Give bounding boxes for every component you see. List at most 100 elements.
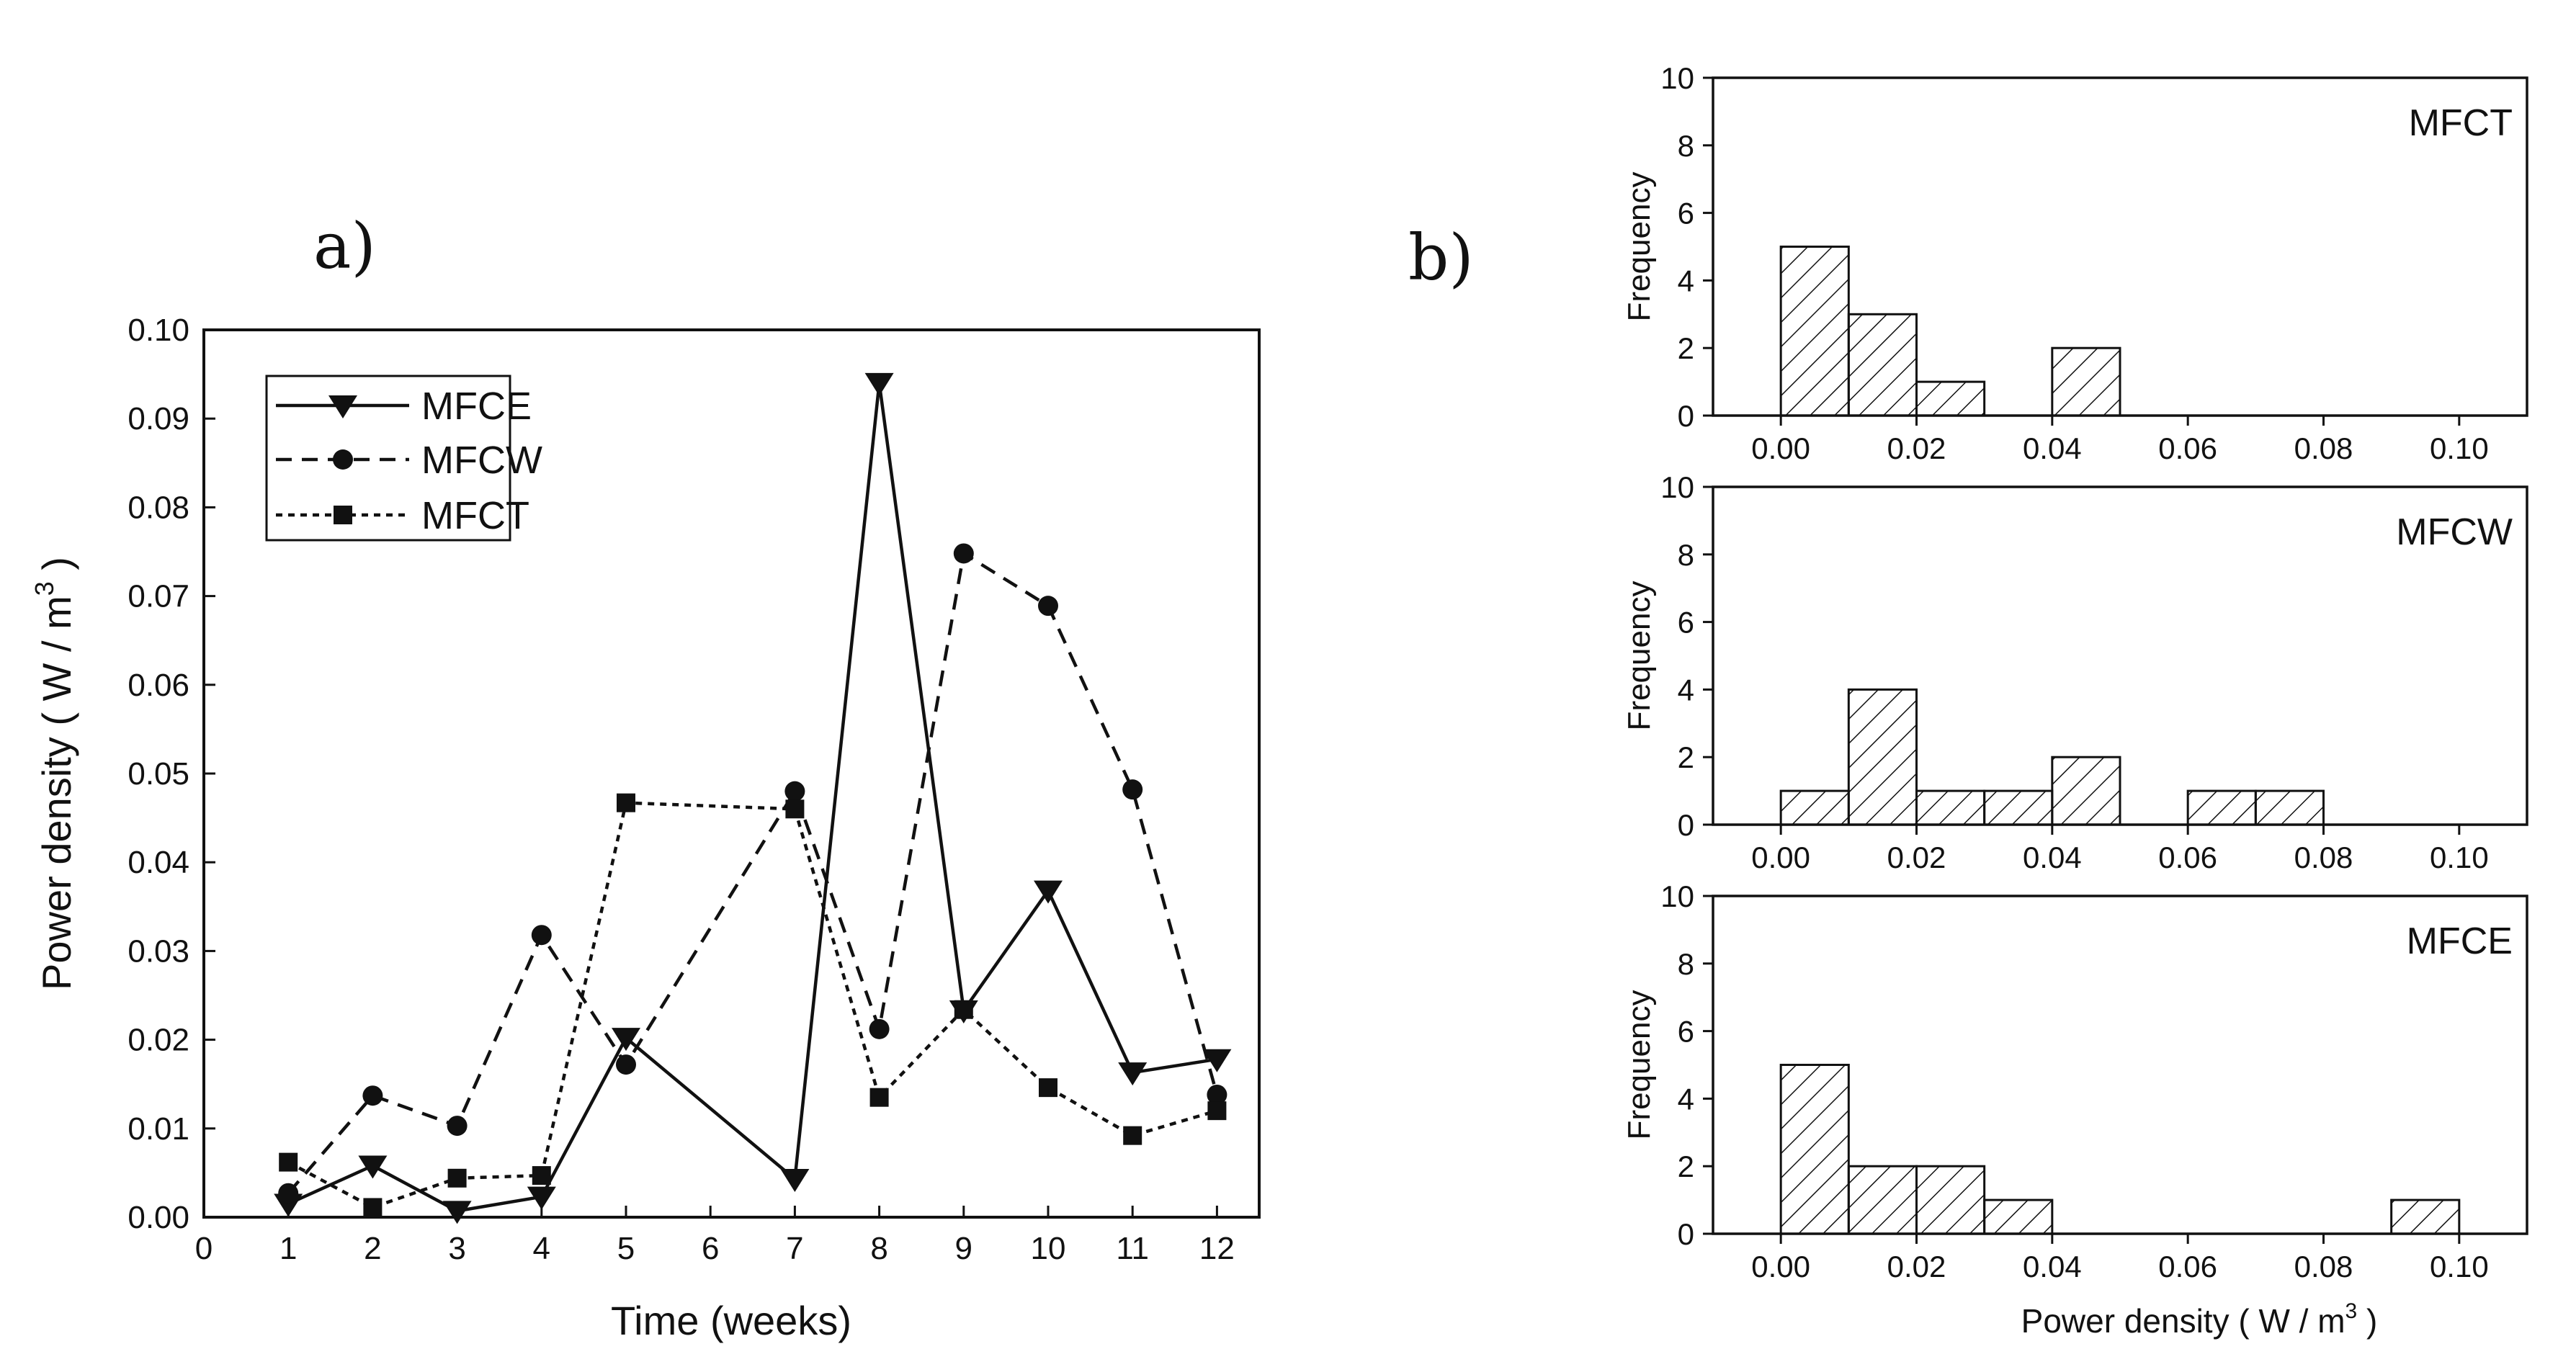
line-chart-x-tick-label: 8 [870,1231,887,1266]
data-point-mfcw [869,1018,890,1039]
histogram-y-tick-label: 4 [1678,1082,1694,1116]
histogram-y-axis-label: Frequency [1622,990,1657,1140]
histogram-title-mfct: MFCT [2409,102,2513,144]
line-chart-y-axis-label: Power density ( W / m3 ) [30,557,79,990]
data-point-mfce [864,372,894,396]
histogram-frame-mfce [1712,895,2528,1235]
data-point-mfcw [784,781,805,802]
line-chart-y-tick-label: 0.08 [128,490,189,525]
line-chart-x-tick-label: 1 [279,1231,297,1266]
histogram-y-tick-label: 8 [1678,129,1694,163]
histogram-y-axis-label: Frequency [1622,172,1657,322]
line-chart-y-tick-label: 0.02 [128,1023,189,1058]
histogram-bar-mfcw [2186,789,2257,826]
data-point-mfce [1202,1049,1232,1072]
line-chart-y-tick-label: 0.01 [128,1111,189,1147]
line-chart-x-tick-label: 0 [195,1231,213,1266]
data-point-mfcw [1038,596,1058,617]
histogram-bar-mfcw [1915,789,1986,826]
data-point-mfcw [531,925,552,946]
histogram-bar-mfce [1983,1198,2054,1235]
histogram-x-tick-label: 0.08 [2294,1250,2353,1283]
data-point-mfct [363,1198,383,1217]
histogram-x-tick-label: 0.06 [2158,841,2217,874]
histogram-y-tick-label: 6 [1678,606,1694,640]
line-chart-x-tick-label: 5 [617,1231,635,1266]
data-point-mfct [869,1088,889,1107]
histogram-title-mfce: MFCE [2407,920,2513,962]
histogram-x-axis-label: Power density ( W / m3 ) [2021,1299,2378,1340]
histogram-bar-mfce [2390,1198,2461,1235]
series-line-mfcw [287,552,1219,1195]
data-point-mfct [1039,1078,1057,1098]
histogram-x-tick-label: 0.10 [2430,841,2489,874]
x-axis-label-end: ) [2357,1302,2377,1340]
histogram-x-tick-label: 0.00 [1751,841,1810,874]
line-chart-ticks: 0 1 2 3 4 5 6 7 8 9 10 11 120.000.010.020.030.040.05… [128,313,1235,1266]
histogram-x-tick-label: 0.04 [2023,1250,2082,1283]
histogram-y-tick-label: 2 [1678,1149,1694,1183]
line-chart-x-tick-label: 2 [364,1231,381,1266]
legend-marker-mfcw [333,449,353,470]
y-axis-label-superscript: 3 [30,581,59,596]
line-chart-x-tick-label: 9 [955,1231,972,1266]
data-point-mfct [279,1152,298,1172]
histogram-bar-mfct [1779,246,1850,417]
y-axis-label-main: Power density ( W / m [34,596,79,990]
data-point-mfcw [362,1085,383,1106]
histogram-bar-mfce [1915,1165,1986,1235]
histogram-y-tick-label: 0 [1678,1217,1694,1251]
histogram-title-mfcw: MFCW [2396,511,2513,553]
histogram-x-tick-label: 0.10 [2430,1250,2489,1283]
data-point-mfct [617,793,635,812]
legend-label-mfct: MFCT [421,494,529,537]
histogram-x-tick-label: 0.08 [2294,431,2353,465]
series-line-mfct [287,801,1218,1209]
panel-label-b: b) [1408,220,1474,295]
histogram-y-axis-label: Frequency [1622,581,1657,731]
histogram-bar-mfcw [2051,756,2121,826]
line-chart-y-tick-label: 0.04 [128,845,189,880]
legend-label-mfcw: MFCW [421,439,542,482]
histogram-bar-mfcw [1983,789,2054,826]
histogram-x-tick-label: 0.02 [1887,1250,1946,1283]
histogram-y-tick-label: 10 [1660,470,1694,504]
histogram-y-tick-label: 0 [1678,399,1694,433]
histogram-y-tick-label: 0 [1678,808,1694,842]
histogram-x-tick-label: 0.04 [2023,431,2082,465]
histogram-y-tick-label: 6 [1678,197,1694,230]
line-chart-y-tick-label: 0.05 [128,756,189,792]
histogram-bar-mfcw [2254,789,2325,826]
data-point-mfce [1118,1062,1148,1086]
line-chart-y-tick-label: 0.00 [128,1200,189,1235]
legend-label-mfce: MFCE [421,385,532,428]
histogram-x-tick-label: 0.02 [1887,431,1946,465]
line-chart-x-tick-label: 7 [786,1231,803,1266]
histogram-bar-mfcw [1847,688,1918,826]
line-chart-y-tick-label: 0.10 [128,313,189,348]
histogram-frame-mfcw [1712,485,2528,826]
data-point-mfct [785,799,805,819]
histogram-mfce: 0.00 0.02 0.04 0.06 0.08 0.10 0 2 4 6 8 10 Frequency… [1622,879,2528,1283]
line-chart-plot-frame [202,328,1261,1219]
histogram-x-tick-label: 0.04 [2023,841,2082,874]
panel-label-a: a) [313,209,376,283]
line-chart-panel: a) 0 1 2 3 4 5 6 7 8 9 10 11 120.000.010.020.030.040… [30,209,1261,1343]
line-chart-x-axis-label: Time (weeks) [611,1298,851,1343]
line-chart-y-tick-label: 0.07 [128,579,189,614]
data-point-mfct [1207,1101,1227,1121]
histogram-y-tick-label: 10 [1660,879,1694,913]
line-chart-series [274,372,1232,1224]
histogram-mfcw: 0.00 0.02 0.04 0.06 0.08 0.10 0 2 4 6 8 10 Frequency… [1622,470,2528,874]
histogram-y-tick-label: 10 [1660,61,1694,95]
data-point-mfcw [278,1183,299,1204]
data-point-mfct [954,1000,973,1019]
histogram-bar-mfct [1915,380,1986,417]
data-point-mfce [780,1169,810,1193]
histogram-y-tick-label: 8 [1678,947,1694,981]
data-point-mfce [1034,880,1063,904]
histogram-y-tick-label: 4 [1678,264,1694,297]
line-chart-x-tick-label: 10 [1031,1231,1066,1266]
data-point-mfct [532,1166,551,1186]
